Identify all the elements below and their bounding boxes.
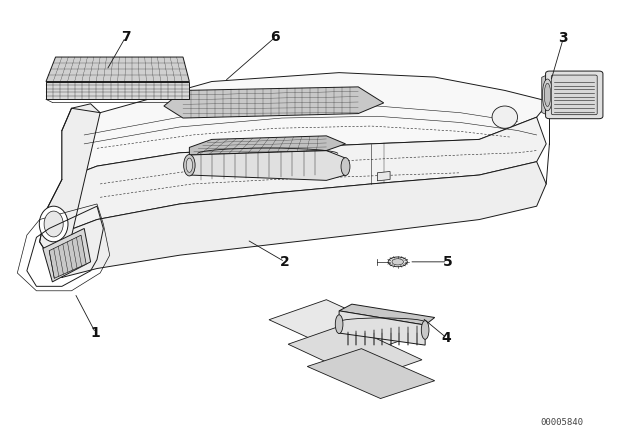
Text: 1: 1 [91,326,100,340]
Ellipse shape [186,158,193,172]
Ellipse shape [335,315,343,333]
Polygon shape [288,324,422,380]
Ellipse shape [39,206,68,242]
Polygon shape [189,136,346,155]
Polygon shape [62,117,546,233]
Polygon shape [378,172,390,181]
Ellipse shape [388,257,407,267]
Ellipse shape [544,83,550,107]
Polygon shape [40,104,100,277]
Text: 00005840: 00005840 [541,418,584,426]
Polygon shape [189,151,346,181]
Polygon shape [339,304,435,325]
Ellipse shape [392,259,403,265]
Polygon shape [339,311,425,345]
Text: 7: 7 [121,30,131,44]
Text: 4: 4 [442,331,451,345]
Polygon shape [49,235,86,278]
Polygon shape [62,162,546,277]
Polygon shape [62,73,549,180]
Text: 6: 6 [271,30,280,44]
FancyBboxPatch shape [545,71,603,119]
Ellipse shape [184,155,195,176]
Polygon shape [269,300,409,358]
Ellipse shape [492,106,518,128]
Polygon shape [46,82,189,99]
Polygon shape [541,74,549,116]
Polygon shape [164,87,384,118]
Ellipse shape [44,211,63,237]
Text: 5: 5 [443,255,452,269]
Ellipse shape [421,321,429,339]
Polygon shape [43,228,91,282]
FancyBboxPatch shape [551,75,597,115]
Polygon shape [307,349,435,399]
Polygon shape [46,57,189,82]
Text: 3: 3 [559,31,568,45]
Text: 2: 2 [280,255,290,269]
Ellipse shape [542,79,552,111]
Ellipse shape [341,158,350,176]
